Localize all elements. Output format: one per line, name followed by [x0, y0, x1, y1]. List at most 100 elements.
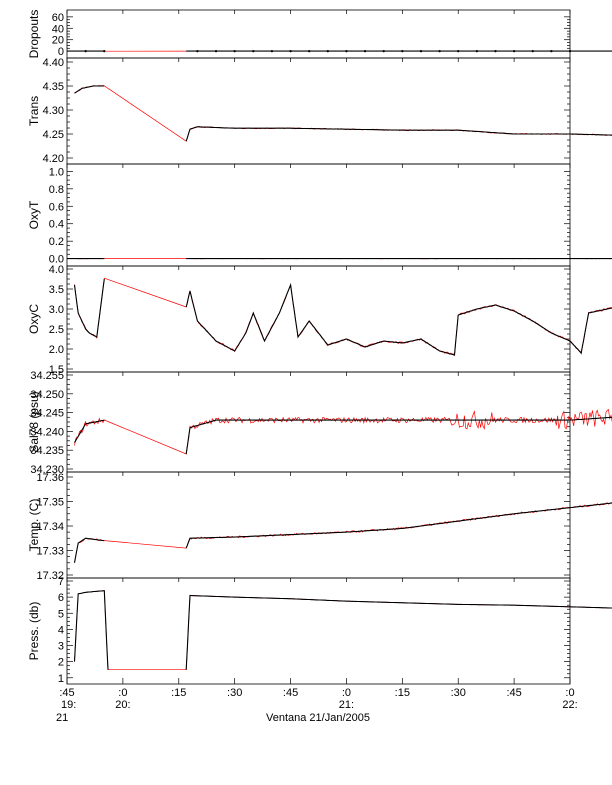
- x-tick-label: :0: [342, 687, 351, 699]
- y-tick-label: 34.250: [30, 389, 64, 401]
- y-tick-label: 0: [58, 46, 64, 58]
- dropout-marker: [457, 49, 460, 53]
- dropout-marker: [214, 49, 218, 53]
- dropout-marker: [233, 49, 236, 53]
- y-tick-label: 17.36: [36, 472, 64, 484]
- plot-frame: [66, 163, 571, 267]
- y-tick-label: 7: [58, 576, 64, 588]
- x-tick-label: :15: [395, 687, 410, 699]
- y-tick-label: 0.8: [49, 184, 64, 196]
- dropout-marker: [568, 49, 572, 53]
- dropout-marker: [475, 49, 479, 53]
- y-tick-label: 4.30: [43, 105, 64, 117]
- dropout-marker: [326, 49, 330, 53]
- y-tick-label: 0.0: [49, 254, 64, 266]
- dropout-marker: [345, 49, 348, 53]
- median-trace: [73, 278, 612, 356]
- dropout-marker: [550, 49, 553, 53]
- x-tick-label: :0: [118, 687, 127, 699]
- x-tick-label: :30: [451, 687, 466, 699]
- panel-trans: 4.20 4.25 4.30 4.35 4.40 Trans: [27, 57, 612, 165]
- y-tick-label: 60: [52, 12, 64, 24]
- data-trace: [74, 85, 612, 142]
- x-tick-label: :30: [227, 687, 242, 699]
- median-trace: [74, 416, 612, 455]
- y-axis-label: Temp. (C): [27, 499, 41, 552]
- y-tick-label: 40: [52, 23, 64, 35]
- y-tick-label: 2.0: [49, 344, 64, 356]
- y-tick-label: 6: [58, 592, 64, 604]
- median-trace: [73, 502, 612, 563]
- dropout-marker: [531, 49, 534, 53]
- y-tick-label: 4.40: [43, 57, 64, 69]
- y-tick-label: 4.20: [43, 153, 64, 165]
- x-hour-label: 21:: [339, 699, 354, 711]
- panel-oxyt: 0.0 0.2 0.4 0.6 0.8 1.0 OxyT: [27, 163, 612, 267]
- x-tick-label: :0: [565, 687, 574, 699]
- y-axis-label: Press. (db): [27, 602, 41, 661]
- data-trace: [74, 277, 612, 357]
- data-trace: [74, 502, 612, 563]
- dropout-marker: [382, 49, 385, 53]
- plot-frame: [66, 471, 571, 579]
- x-axis-title: Ventana 21/Jan/2005: [266, 712, 370, 724]
- plot-frame: [66, 57, 571, 165]
- dropout-marker: [419, 49, 423, 53]
- x-tick-label: :45: [506, 687, 521, 699]
- y-tick-label: 17.35: [36, 497, 64, 509]
- time-axis: :45:0:15:30:45:0:15:30:45:0:15:3019:20:2…: [59, 10, 578, 711]
- dropout-marker: [512, 49, 516, 53]
- y-tick-label: 0.2: [49, 236, 64, 248]
- y-tick-label: 1: [58, 673, 64, 685]
- y-tick-label: 1.5: [49, 364, 64, 376]
- y-tick-label: 4.35: [43, 81, 64, 93]
- y-tick-label: 4.0: [49, 264, 64, 276]
- y-tick-label: 0.4: [49, 219, 64, 231]
- x-tick-label: :45: [283, 687, 298, 699]
- median-trace: [74, 85, 612, 142]
- y-tick-label: 20: [52, 35, 64, 47]
- y-axis-label: Trans: [27, 96, 41, 126]
- y-tick-label: 34.235: [30, 445, 64, 457]
- y-tick-label: 2.5: [49, 324, 64, 336]
- y-axis-label: OxyT: [27, 200, 41, 229]
- y-tick-label: 17.33: [36, 546, 64, 558]
- x-tick-label: :45: [59, 687, 74, 699]
- median-trace: [73, 590, 612, 670]
- y-axis-label: Dropouts: [27, 10, 41, 59]
- panel-temp-c: 17.32 17.33 17.34 17.35 17.36 Temp. (C): [27, 471, 612, 582]
- x-hour-label: 22:: [562, 699, 577, 711]
- panel-sal78-psu: 34.230 34.235 34.240 34.245 34.250 34.255 Sal7…: [27, 370, 612, 476]
- y-axis-label: OxyC: [27, 304, 41, 334]
- y-axis-label: Sal78 (psu): [27, 391, 41, 452]
- panel-oxyc: 1.5 2.0 2.5 3.0 3.5 4.0 OxyC: [27, 264, 612, 376]
- x-hour-label: 20:: [115, 699, 130, 711]
- dropout-marker: [103, 49, 106, 53]
- y-tick-label: 17.32: [36, 570, 64, 582]
- y-tick-label: 34.240: [30, 426, 64, 438]
- y-tick-label: 4.25: [43, 129, 64, 141]
- x-hour-label: 19:: [61, 699, 76, 711]
- dropout-marker: [401, 49, 404, 53]
- dropout-marker: [289, 49, 292, 53]
- y-tick-label: 34.230: [30, 464, 64, 476]
- dropout-marker: [196, 49, 199, 53]
- dropout-marker: [307, 49, 311, 53]
- y-tick-label: 3.5: [49, 284, 64, 296]
- plot-frame: [66, 265, 571, 373]
- y-tick-label: 1.0: [49, 166, 64, 178]
- plot-frame: [66, 371, 571, 473]
- data-trace: [74, 408, 612, 455]
- dropout-marker: [494, 49, 497, 53]
- dropout-marker: [252, 49, 255, 53]
- y-tick-label: 4: [58, 624, 64, 636]
- x-axis-corner-label: 21: [56, 712, 68, 724]
- y-tick-label: 0.6: [49, 201, 64, 213]
- x-tick-label: :15: [171, 687, 186, 699]
- data-trace: [74, 590, 612, 671]
- panel-press-db: 1 2 3 4 5 6 7 Press. (db): [27, 576, 612, 685]
- dropout-marker: [363, 49, 367, 53]
- y-tick-label: 34.255: [30, 370, 64, 382]
